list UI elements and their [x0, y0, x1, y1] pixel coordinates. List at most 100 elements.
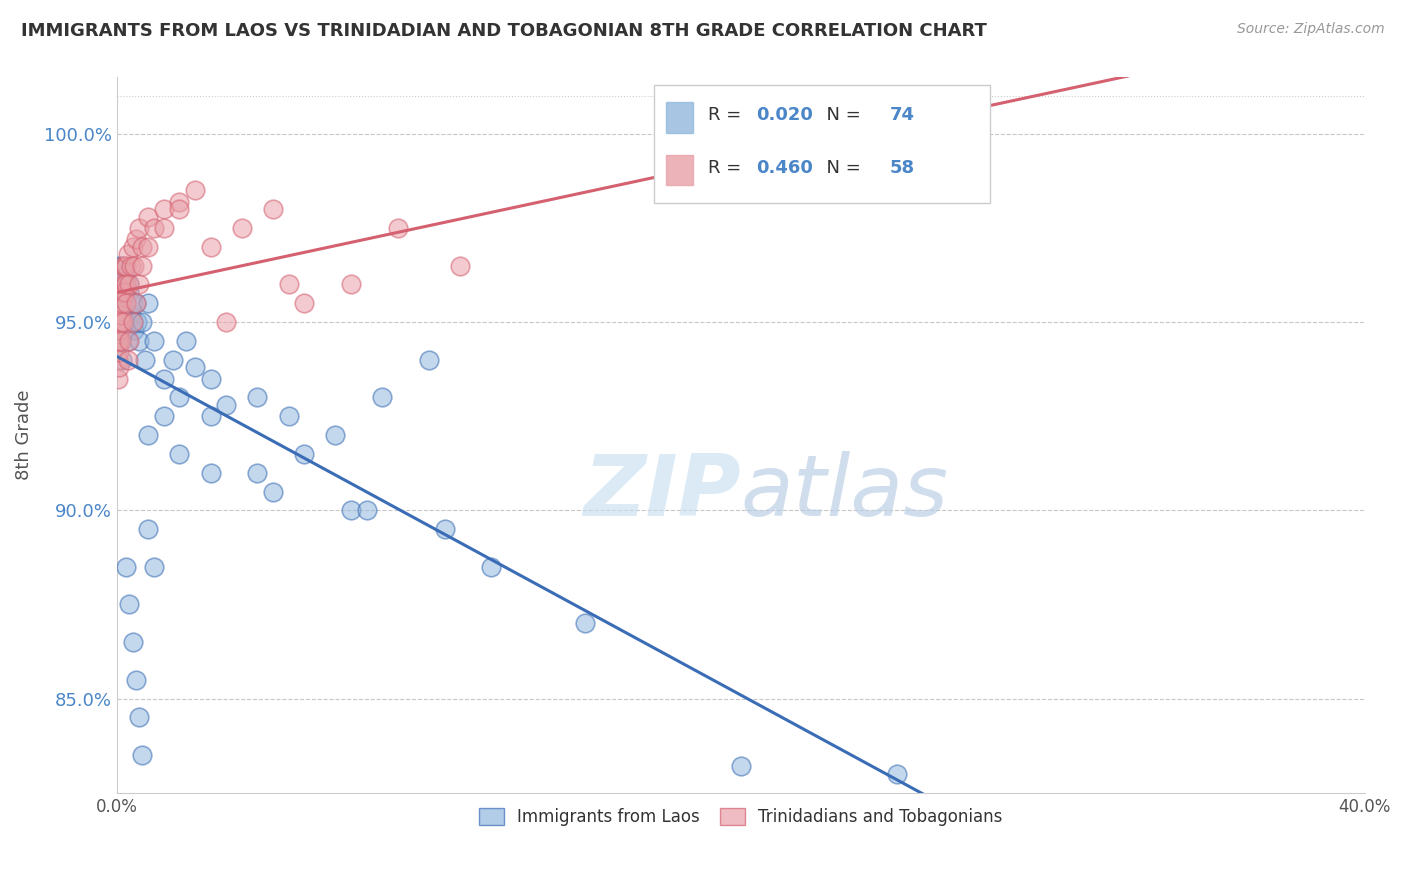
Point	[125, 232, 148, 246]
Point	[107, 315, 129, 329]
Point	[479, 559, 502, 574]
Point	[169, 391, 191, 405]
Point	[128, 221, 150, 235]
Point	[277, 277, 299, 292]
Point	[107, 371, 129, 385]
Point	[127, 315, 149, 329]
Point	[200, 371, 222, 385]
Point	[277, 409, 299, 424]
Point	[108, 269, 131, 284]
Point	[120, 259, 142, 273]
Point	[136, 296, 159, 310]
Point	[115, 277, 138, 292]
Point	[111, 296, 134, 310]
Point	[111, 277, 134, 292]
Point	[356, 503, 378, 517]
Point	[143, 221, 166, 235]
Point	[418, 352, 440, 367]
Point	[292, 296, 315, 310]
Point	[131, 259, 153, 273]
Point	[121, 296, 143, 310]
Point	[108, 285, 131, 299]
Point	[131, 240, 153, 254]
Point	[111, 259, 134, 273]
Text: R =: R =	[709, 160, 748, 178]
Point	[136, 522, 159, 536]
Point	[152, 202, 174, 217]
Point	[111, 285, 134, 299]
Point	[128, 334, 150, 348]
Point	[200, 240, 222, 254]
Point	[125, 673, 148, 687]
Point	[136, 210, 159, 224]
Point	[730, 759, 752, 773]
Point	[114, 277, 136, 292]
Point	[117, 247, 139, 261]
Point	[111, 269, 134, 284]
Point	[112, 277, 135, 292]
Point	[118, 285, 141, 299]
Point	[112, 315, 135, 329]
Point	[121, 315, 143, 329]
Point	[110, 334, 132, 348]
Point	[231, 221, 253, 235]
Point	[114, 315, 136, 329]
Point	[387, 221, 409, 235]
Point	[169, 202, 191, 217]
Point	[110, 315, 132, 329]
Point	[110, 334, 132, 348]
Point	[143, 334, 166, 348]
Point	[108, 285, 131, 299]
Text: 0.460: 0.460	[756, 160, 813, 178]
Point	[121, 315, 143, 329]
Point	[128, 710, 150, 724]
Point	[114, 269, 136, 284]
Point	[136, 428, 159, 442]
Y-axis label: 8th Grade: 8th Grade	[15, 390, 32, 480]
Point	[184, 360, 207, 375]
Point	[246, 391, 269, 405]
Point	[152, 371, 174, 385]
Point	[108, 345, 131, 359]
Point	[152, 221, 174, 235]
Point	[115, 296, 138, 310]
Point	[128, 277, 150, 292]
Point	[262, 202, 284, 217]
Point	[120, 308, 142, 322]
Point	[118, 334, 141, 348]
Point	[886, 767, 908, 781]
Point	[108, 323, 131, 337]
Point	[117, 352, 139, 367]
Point	[125, 296, 148, 310]
Text: atlas: atlas	[741, 450, 949, 533]
Point	[340, 503, 363, 517]
Point	[122, 323, 145, 337]
Point	[184, 183, 207, 197]
Point	[246, 466, 269, 480]
Point	[110, 269, 132, 284]
Point	[111, 308, 134, 322]
Point	[108, 296, 131, 310]
Point	[262, 484, 284, 499]
Point	[110, 308, 132, 322]
Point	[325, 428, 347, 442]
Point	[152, 409, 174, 424]
Point	[111, 296, 134, 310]
Point	[131, 315, 153, 329]
Text: Source: ZipAtlas.com: Source: ZipAtlas.com	[1237, 22, 1385, 37]
Point	[108, 296, 131, 310]
Point	[574, 616, 596, 631]
Point	[114, 259, 136, 273]
Point	[371, 391, 394, 405]
Point	[134, 352, 156, 367]
Point	[449, 259, 471, 273]
Point	[110, 315, 132, 329]
Point	[108, 277, 131, 292]
Point	[121, 240, 143, 254]
Point	[117, 334, 139, 348]
Point	[215, 398, 238, 412]
Point	[121, 635, 143, 649]
Text: N =: N =	[814, 160, 866, 178]
Text: ZIP: ZIP	[583, 450, 741, 533]
Point	[131, 747, 153, 762]
